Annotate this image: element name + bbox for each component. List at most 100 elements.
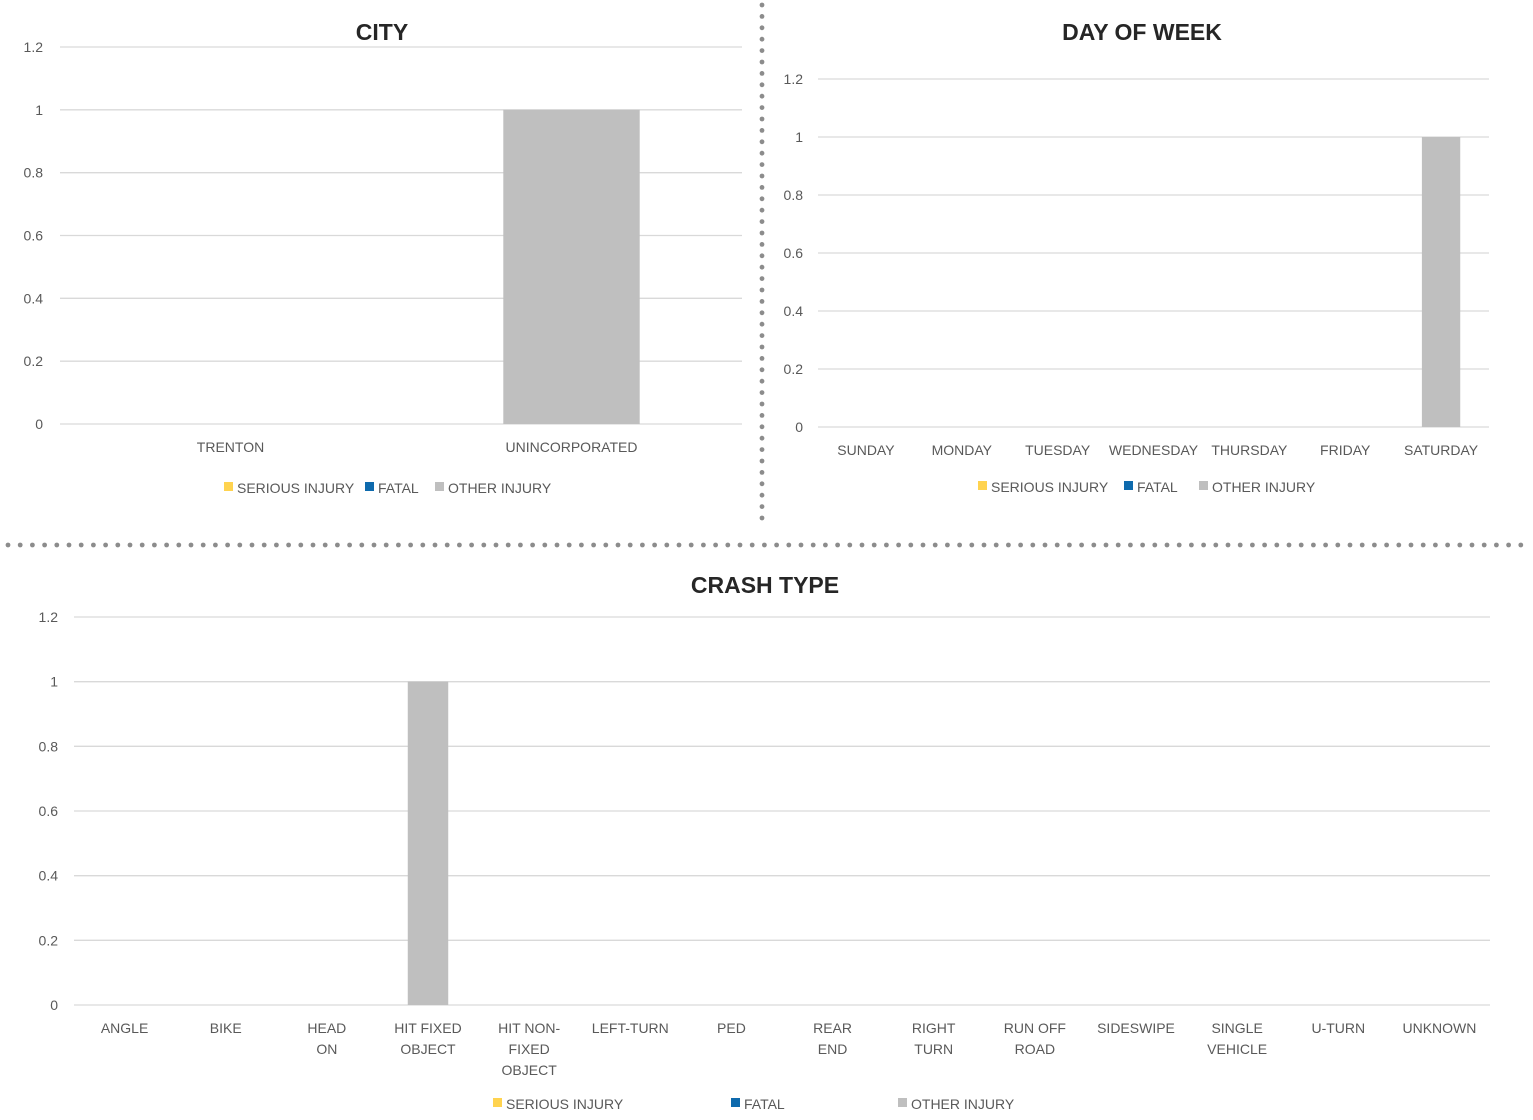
bar-other-injury-unincorporated: [503, 109, 640, 424]
y-tick-label: 1.2: [784, 71, 804, 87]
separator-dot: [759, 424, 765, 430]
separator-dot: [200, 542, 206, 548]
separator-dot: [1323, 542, 1328, 548]
separator-dot: [1445, 542, 1450, 548]
y-tick-label: 0.2: [784, 361, 804, 377]
separator-dot: [759, 504, 765, 509]
separator-dot: [1286, 542, 1292, 548]
separator-dot: [1176, 542, 1182, 548]
separator-dot: [945, 542, 950, 548]
x-category-label: RUN OFF ROAD: [1004, 1020, 1066, 1057]
legend-label-other-injury: OTHER INJURY: [911, 1096, 1015, 1112]
x-category-label: U-TURN: [1311, 1020, 1365, 1036]
y-tick-label: 0.8: [39, 738, 59, 754]
separator-dot: [908, 542, 914, 548]
separator-dot: [603, 542, 609, 548]
separator-dot: [1201, 542, 1206, 548]
separator-dot: [347, 542, 352, 548]
separator-dot: [847, 542, 853, 548]
separator-dot: [322, 542, 328, 548]
separator-dot: [469, 542, 474, 548]
separator-dot: [759, 242, 765, 247]
separator-dot: [1347, 542, 1353, 548]
separator-dot: [759, 458, 765, 464]
separator-dot: [759, 2, 765, 8]
city-chart: CITY 0 0.2 0.4 0.6 0.8 1 1.2 TRENTON UNINCORPORA…: [24, 19, 742, 496]
legend-label-fatal: FATAL: [1137, 479, 1178, 495]
separator-dot: [542, 542, 548, 548]
separator-dot: [759, 48, 765, 53]
y-tick-label: 0: [35, 416, 43, 432]
separator-dot: [615, 542, 621, 548]
separator-dot: [957, 542, 962, 548]
separator-dot: [310, 542, 316, 548]
x-category-label: MONDAY: [932, 442, 993, 458]
separator-dot: [701, 542, 706, 548]
separator-dot: [1067, 542, 1072, 548]
crash-type-chart-title: CRASH TYPE: [691, 572, 839, 598]
separator-dot: [127, 542, 133, 548]
legend-swatch-fatal: [731, 1098, 740, 1107]
separator-dot: [139, 542, 145, 548]
bar-other-injury-hit-fixed-object: [407, 681, 449, 1005]
separator-dot: [1189, 542, 1194, 548]
separator-dot: [1091, 542, 1097, 548]
separator-dot: [1054, 542, 1060, 548]
separator-dot: [759, 344, 765, 350]
separator-dot: [759, 378, 765, 384]
x-category-label: PED: [717, 1020, 746, 1036]
city-chart-title: CITY: [356, 19, 408, 45]
separator-dot: [759, 93, 765, 99]
y-tick-label: 0.4: [39, 868, 59, 884]
separator-dot: [969, 542, 975, 548]
separator-dot: [176, 542, 182, 548]
separator-dot: [432, 542, 438, 548]
separator-dot: [759, 413, 765, 418]
separator-dot: [1506, 542, 1511, 548]
separator-dot: [759, 356, 765, 361]
separator-dot: [213, 542, 218, 548]
bar-other-injury-saturday: [1421, 137, 1461, 427]
separator-dot: [759, 492, 765, 498]
x-category-label: HEAD ON: [307, 1020, 346, 1057]
separator-dot: [759, 14, 765, 19]
day-of-week-chart-title: DAY OF WEEK: [1062, 19, 1222, 45]
legend-swatch-serious-injury: [978, 481, 987, 490]
separator-dot: [759, 116, 765, 122]
separator-dot: [1372, 542, 1377, 548]
separator-dot: [759, 185, 765, 190]
separator-dot: [396, 542, 401, 548]
separator-dot: [759, 230, 765, 236]
separator-dot: [530, 542, 535, 548]
separator-dot: [688, 542, 694, 548]
legend-label-fatal: FATAL: [744, 1096, 785, 1112]
separator-dot: [759, 299, 765, 304]
separator-dot: [54, 542, 60, 548]
separator-dot: [457, 542, 462, 548]
separator-dot: [1152, 542, 1158, 548]
separator-dot: [759, 253, 765, 259]
separator-dot: [164, 542, 170, 548]
separator-dot: [759, 162, 765, 168]
separator-dot: [1225, 542, 1231, 548]
separator-dot: [1030, 542, 1036, 548]
separator-dot: [1420, 542, 1426, 548]
separator-dot: [30, 542, 35, 548]
y-tick-label: 0.4: [784, 303, 804, 319]
separator-dot: [579, 542, 584, 548]
x-category-label: FRIDAY: [1320, 442, 1371, 458]
separator-dot: [652, 542, 657, 548]
separator-dot: [1298, 542, 1304, 548]
separator-dot: [759, 59, 765, 65]
separator-dot: [749, 542, 755, 548]
separator-dot: [383, 542, 389, 548]
separator-dot: [42, 542, 47, 548]
separator-dot: [420, 542, 426, 548]
separator-dot: [103, 542, 108, 548]
separator-dot: [713, 542, 718, 548]
legend-swatch-serious-injury: [493, 1098, 502, 1107]
separator-dot: [1006, 542, 1011, 548]
y-tick-label: 0.4: [24, 290, 44, 306]
separator-dot: [759, 310, 765, 316]
